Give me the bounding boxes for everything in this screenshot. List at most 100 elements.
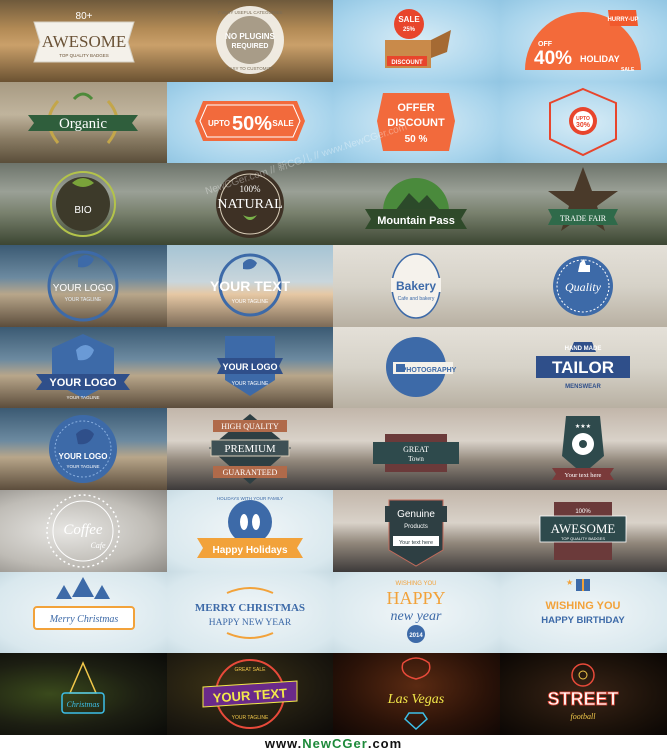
ring-top-text: 7 VERY USEFUL CATEGORIES [217,10,282,15]
tile-merry-christmas-new-year-badge[interactable]: MERRY CHRISTMAS HAPPY NEW YEAR [167,571,333,654]
awesome-text: AWESOME [551,521,616,536]
street-text: STREET [547,689,618,709]
footer-prefix: www. [264,735,303,751]
merry-christmas-text: MERRY CHRISTMAS [195,602,305,614]
tile-quality-badge[interactable]: Quality [500,244,667,327]
new-year-text: new year [391,609,442,624]
tile-awesome-dark-badge[interactable]: 100% AWESOME TOP QUALITY BADGES [500,489,667,572]
tile-holiday-sale-badge[interactable]: HURRY-UP OFF 40% HOLIDAY SALE [500,0,667,82]
products-text: Products [404,524,428,530]
tagline-text: Cafe and bakery [398,296,435,302]
wishing-you-text: WISHING YOU [396,581,437,587]
tile-neon-las-vegas-badge[interactable]: Las Vegas [333,653,500,735]
star-icon: ★ [566,578,573,587]
badge-sub-text: TOP QUALITY BADGES [59,53,109,58]
las-vegas-text: Las Vegas [387,692,445,707]
tile-upto-30-badge[interactable]: UPTO 30% [500,81,667,164]
football-text: football [571,712,597,721]
tile-great-town-badge[interactable]: GREAT Town [333,408,500,490]
tile-natural-badge[interactable]: 100% NATURAL [167,163,333,245]
tagline-text: TOP QUALITY BADGES [561,536,605,541]
tile-neon-your-text-badge[interactable]: GREAT SALE YOUR TEXT YOUR TAGLINE [167,653,333,735]
quality-text: Quality [565,280,602,294]
tile-offer-discount-badge[interactable]: OFFER DISCOUNT 50 % [333,81,500,164]
tile-upto-50-sale-badge[interactable]: UPTO 50% SALE [167,81,333,164]
tile-your-logo-ribbon-badge[interactable]: YOUR LOGO YOUR TAGLINE [167,326,333,409]
photography-text: PHOTOGRAPHY [402,367,457,374]
premium-text: PREMIUM [224,443,276,455]
tile-organic-badge[interactable]: Organic [0,81,167,164]
high-quality-text: HIGH QUALITY [221,422,279,431]
discount-text: DISCOUNT [387,117,445,129]
sale-text: SALE [621,67,635,73]
coffee-text: Coffee [63,522,102,538]
bakery-text: Bakery [396,279,436,293]
tile-football-shield-badge[interactable]: ★★★ Your text here [500,408,667,490]
tagline-text: YOUR TAGLINE [66,395,99,400]
tagline-text: YOUR TAGLINE [66,464,99,469]
badge-main-line2: REQUIRED [232,43,269,50]
sale-text: SALE [272,119,294,128]
your-text-here: Your text here [399,540,433,546]
tile-happy-birthday-badge[interactable]: ★ WISHING YOU HAPPY BIRTHDAY [500,571,667,654]
tile-merry-christmas-tree-badge[interactable]: Merry Christmas [0,571,167,654]
natural-text: NATURAL [217,197,282,212]
sale-percent: 25% [403,27,416,33]
tile-bakery-badge[interactable]: Bakery Cafe and bakery [333,244,500,327]
bio-text: BIO [74,205,91,216]
holiday-text: HOLIDAY [580,54,620,64]
tile-genuine-products-badge[interactable]: Genuine Products Your text here [333,489,500,572]
hurry-up-text: HURRY-UP [607,17,638,23]
tile-your-text-badge[interactable]: YOUR TEXT YOUR TAGLINE [167,244,333,327]
upto-text: UPTO [208,119,230,128]
tile-mountain-pass-badge[interactable]: Mountain Pass [333,163,500,245]
tagline-text: Your text here [565,472,602,479]
tile-trade-fair-badge[interactable]: TRADE FAIR [500,163,667,245]
your-text-text: YOUR TEXT [210,278,291,294]
genuine-text: Genuine [397,509,435,520]
discount-tag: DISCOUNT [391,60,423,66]
badge-top-text: 80+ [76,11,93,22]
percent-text: 30% [576,122,591,129]
badge-main-line1: NO PLUGINS [225,32,275,41]
ring-bottom-text: EASY TO CUSTOMIZE [227,66,274,71]
your-logo-text: YOUR LOGO [222,362,277,372]
tile-no-plugins-badge[interactable]: 7 VERY USEFUL CATEGORIES NO PLUGINS REQU… [167,0,333,82]
badge-main-text: AWESOME [42,32,127,51]
tagline-text: YOUR TAGLINE [232,715,269,721]
tile-premium-badge[interactable]: HIGH QUALITY PREMIUM GUARANTEED [167,408,333,490]
town-text: Town [408,455,424,463]
tile-happy-new-year-badge[interactable]: WISHING YOU HAPPY new year 2014 [333,571,500,654]
badge-gallery-grid: 80+ AWESOME TOP QUALITY BADGES 7 VERY US… [0,0,667,735]
percent-text: 100% [240,184,262,194]
percent-text: 50% [232,113,272,135]
tile-your-logo-seal-badge[interactable]: YOUR LOGO YOUR TAGLINE [0,408,167,490]
your-logo-text: YOUR LOGO [49,377,117,389]
tile-happy-holidays-badge[interactable]: HOLIDAYS WITH YOUR FAMILY Happy Holidays [167,489,333,572]
tile-coffee-cafe-badge[interactable]: Coffee Cafe [0,489,167,572]
christmas-text: Christmas [67,700,100,709]
tile-neon-street-football-badge[interactable]: STREET football [500,653,667,735]
tile-your-logo-hex-badge[interactable]: YOUR LOGO YOUR TAGLINE [0,326,167,409]
mountain-pass-text: Mountain Pass [377,215,455,227]
wishing-you-text: WISHING YOU [546,600,621,612]
tile-bio-badge[interactable]: BIO [0,163,167,245]
tagline-text: YOUR TAGLINE [232,381,269,387]
ring-text: HOLIDAYS WITH YOUR FAMILY [217,496,283,501]
tile-awesome-badge[interactable]: 80+ AWESOME TOP QUALITY BADGES [0,0,167,82]
tile-your-logo-round-badge[interactable]: YOUR LOGO YOUR TAGLINE [0,244,167,327]
year-text: 2014 [409,633,423,639]
tile-photography-badge[interactable]: PHOTOGRAPHY [333,326,500,409]
tagline-text: YOUR TAGLINE [65,297,102,303]
tile-tailor-badge[interactable]: HAND MADE TAILOR MENSWEAR [500,326,667,409]
upto-text: UPTO [576,116,590,122]
sale-text: SALE [398,15,420,24]
guaranteed-text: GUARANTEED [223,468,278,477]
offer-text: OFFER [397,102,434,114]
organic-text: Organic [59,116,107,132]
tagline-text: YOUR TAGLINE [232,299,269,305]
tile-sale-box-badge[interactable]: SALE 25% DISCOUNT [333,0,500,82]
tile-neon-christmas-badge[interactable]: Christmas [0,653,167,735]
your-text-text: YOUR TEXT [212,686,287,706]
percent-text: 40% [534,48,572,69]
